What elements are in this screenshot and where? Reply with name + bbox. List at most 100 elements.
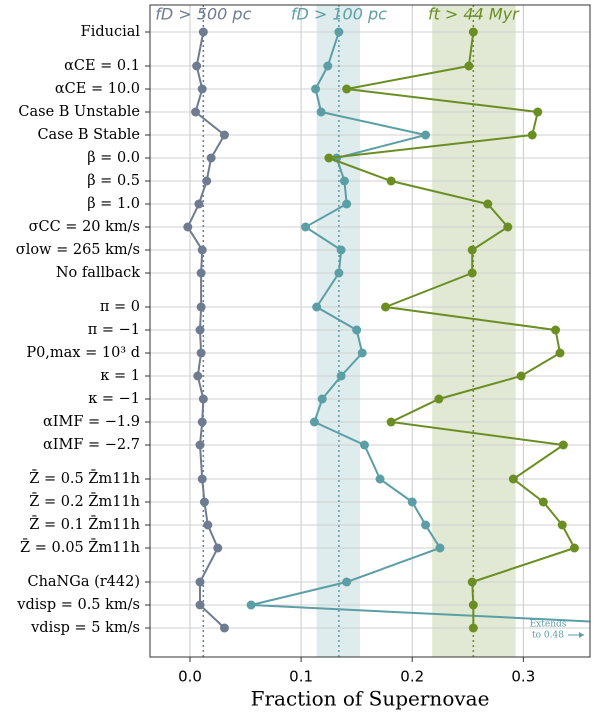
data-point — [202, 176, 212, 186]
data-point — [203, 520, 213, 530]
data-point — [206, 153, 216, 163]
data-point — [342, 199, 352, 209]
data-point — [468, 600, 478, 610]
y-tick-label: κ = −1 — [88, 391, 140, 407]
data-point — [334, 268, 344, 278]
data-point — [195, 577, 205, 587]
data-point — [317, 394, 327, 404]
y-tick-label: αIMF = −1.9 — [43, 414, 140, 430]
data-point — [301, 222, 311, 232]
y-tick-label: Case B Stable — [37, 127, 140, 143]
y-tick-label: σlow = 265 km/s — [16, 242, 140, 258]
data-point — [246, 600, 256, 610]
data-point — [467, 245, 477, 255]
data-point — [464, 61, 474, 71]
data-point — [468, 27, 478, 37]
data-point — [375, 474, 385, 484]
y-tick-label: σCC = 20 km/s — [29, 219, 140, 235]
y-tick-label: π = −1 — [88, 322, 140, 338]
data-point — [483, 199, 493, 209]
x-tick-label: 0.1 — [289, 668, 313, 686]
data-point — [434, 394, 444, 404]
annotation-arrowhead — [579, 632, 584, 638]
data-point — [421, 130, 431, 140]
data-point — [467, 268, 477, 278]
data-point — [198, 27, 208, 37]
data-point — [197, 84, 207, 94]
data-point — [191, 107, 201, 117]
data-point — [219, 623, 229, 633]
data-point — [336, 371, 346, 381]
data-point — [195, 325, 205, 335]
data-point — [312, 302, 322, 312]
data-point — [199, 497, 209, 507]
y-tick-label: Fiducial — [81, 24, 141, 40]
data-point — [468, 623, 478, 633]
y-tick-label: No fallback — [56, 265, 140, 281]
y-tick-label: Z̄ = 0.5 Z̄m11h — [29, 469, 140, 487]
series-label: fD > 500 pc — [155, 5, 251, 24]
data-point — [538, 497, 548, 507]
data-point — [316, 107, 326, 117]
data-point — [334, 27, 344, 37]
data-point — [516, 371, 526, 381]
data-point — [557, 520, 567, 530]
data-point — [503, 222, 513, 232]
data-point — [421, 520, 431, 530]
y-tick-label: P0,max = 10³ d — [26, 345, 140, 361]
y-tick-label: ChaNGa (r442) — [27, 574, 140, 590]
data-point — [198, 394, 208, 404]
x-tick-label: 0.0 — [178, 668, 202, 686]
y-tick-label: Z̄ = 0.05 Z̄m11h — [20, 538, 140, 556]
data-point — [386, 417, 396, 427]
y-tick-label: Z̄ = 0.1 Z̄m11h — [29, 515, 140, 533]
data-point — [558, 440, 568, 450]
data-point — [555, 348, 565, 358]
data-point — [197, 417, 207, 427]
y-tick-label: β = 0.0 — [87, 150, 140, 166]
plot-background — [150, 5, 590, 657]
x-tick-label: 0.3 — [511, 668, 535, 686]
data-point — [551, 325, 561, 335]
data-point — [508, 474, 518, 484]
data-point — [196, 302, 206, 312]
data-point — [527, 130, 537, 140]
y-tick-label: κ = 1 — [100, 368, 140, 384]
x-tick-label: 0.2 — [400, 668, 424, 686]
data-point — [213, 543, 223, 553]
plot-frame — [149, 4, 591, 658]
y-tick-label: Z̄ = 0.2 Z̄m11h — [29, 492, 140, 510]
data-point — [183, 222, 193, 232]
plot-data — [183, 27, 590, 633]
data-point — [196, 268, 206, 278]
data-point — [324, 153, 334, 163]
data-point — [352, 325, 362, 335]
y-tick-label: β = 0.5 — [87, 173, 140, 189]
annotation: Extends — [530, 620, 567, 630]
x-axis-label: Fraction of Supernovae — [251, 687, 490, 711]
data-point — [407, 497, 417, 507]
y-tick-label: vdisp = 0.5 km/s — [16, 597, 140, 613]
data-point — [569, 543, 579, 553]
data-point — [467, 577, 477, 587]
data-point — [336, 245, 346, 255]
data-point — [342, 84, 352, 94]
data-point — [533, 107, 543, 117]
data-point — [194, 199, 204, 209]
y-tick-label: vdisp = 5 km/s — [30, 620, 140, 636]
data-point — [386, 176, 396, 186]
data-point — [359, 440, 369, 450]
data-point — [342, 577, 352, 587]
data-point — [323, 61, 333, 71]
data-point — [195, 440, 205, 450]
annotation: to 0.48 — [532, 631, 564, 641]
data-point — [192, 61, 202, 71]
data-point — [197, 245, 207, 255]
data-point — [195, 600, 205, 610]
y-tick-label: αCE = 0.1 — [64, 58, 140, 74]
y-tick-label: Case B Unstable — [18, 104, 140, 120]
y-tick-label: β = 1.0 — [87, 196, 140, 212]
data-point — [196, 348, 206, 358]
data-point — [219, 130, 229, 140]
